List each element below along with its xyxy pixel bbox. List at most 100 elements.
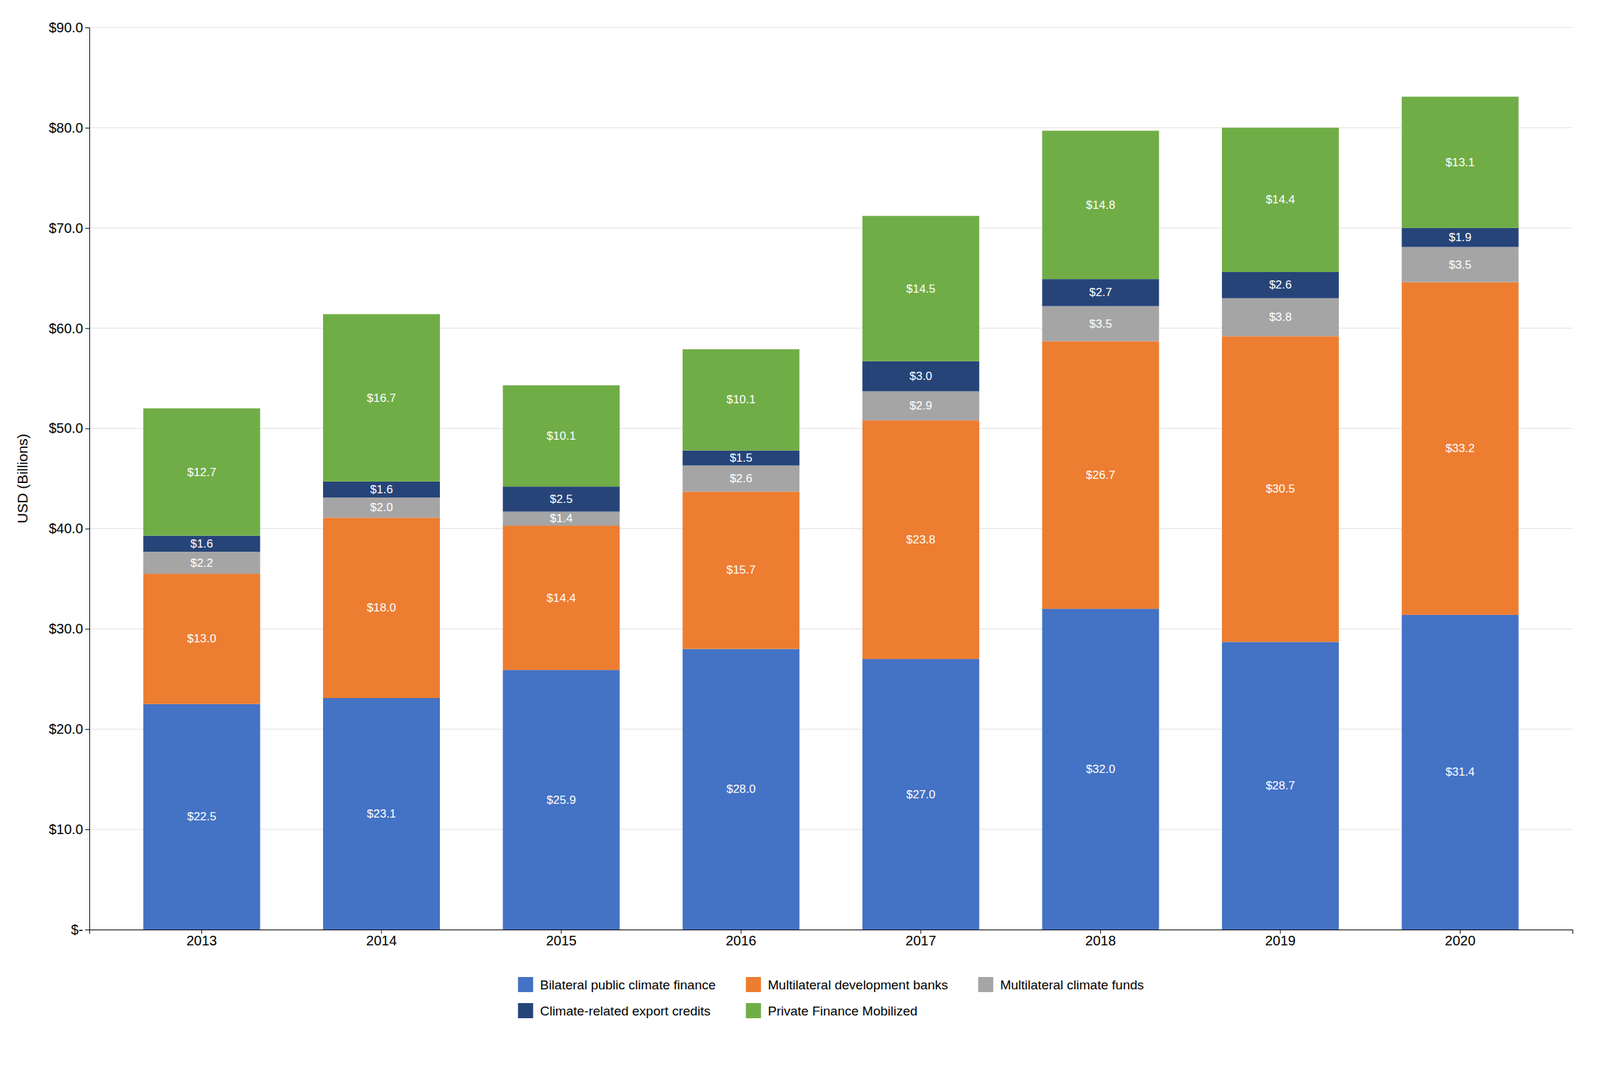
tick: 2015 (545, 929, 577, 949)
bar (1221, 272, 1339, 299)
data-label: $16.7 (367, 391, 397, 405)
data-label: $10.1 (546, 429, 576, 443)
bar (323, 481, 440, 498)
data-label: $3.0 (909, 369, 932, 383)
data-label: $33.2 (1445, 441, 1475, 455)
tick-label: $80.0 (48, 120, 84, 136)
tick-label: 2014 (366, 933, 398, 949)
tick-label: $40.0 (48, 520, 84, 537)
tick-label: $60.0 (48, 320, 84, 337)
data-label: $2.9 (909, 399, 932, 413)
bar (1402, 615, 1519, 930)
tick: $80.0 (48, 120, 90, 136)
bar (323, 497, 440, 518)
tick: $- (70, 922, 90, 938)
grid-line (89, 528, 1573, 530)
legend-swatch (518, 977, 534, 993)
bar (1041, 279, 1159, 306)
legend-label: Multilateral climate funds (1000, 978, 1144, 993)
legend-item: Private Finance Mobilized (745, 1003, 918, 1019)
data-label: $1.6 (370, 483, 394, 497)
data-label: $31.4 (1445, 765, 1475, 779)
data-label: $13.1 (1445, 156, 1475, 170)
grid-line (89, 829, 1573, 831)
bar (682, 465, 800, 493)
tick-label: 2019 (1265, 933, 1297, 949)
data-label: $10.1 (726, 393, 757, 407)
axis-line (90, 930, 1574, 935)
bar (1402, 228, 1519, 248)
data-label: $13.0 (186, 632, 217, 646)
data-label: $28.7 (1265, 779, 1296, 793)
data-label: $2.6 (1268, 278, 1292, 292)
legend-item: Multilateral development banks (745, 977, 948, 993)
bar (1402, 96, 1519, 229)
bar (323, 517, 440, 699)
grid (89, 27, 1573, 930)
data-label: $14.5 (906, 282, 937, 296)
tick-label: $10.0 (48, 821, 84, 838)
tick: 2017 (905, 929, 937, 949)
tick-label: 2017 (905, 933, 937, 949)
legend: Bilateral public climate finance Multilat… (518, 977, 1145, 1019)
data-label: $12.7 (186, 465, 217, 480)
tick-label: $20.0 (48, 721, 84, 737)
tick-mark (85, 27, 90, 29)
bar (1041, 130, 1159, 280)
bar (503, 525, 620, 671)
data-label: $1.9 (1448, 230, 1472, 244)
bar (503, 486, 620, 512)
tick: $40.0 (48, 520, 90, 537)
bar (682, 649, 800, 930)
tick-mark (85, 729, 90, 730)
tick-label: 2013 (186, 933, 218, 949)
data-label: $26.7 (1085, 468, 1116, 482)
axis-title: USD (Billions) (14, 433, 31, 524)
grid-line (89, 428, 1573, 429)
bar (142, 551, 260, 574)
bar (862, 391, 980, 421)
data-label: $18.0 (367, 601, 397, 615)
legend-swatch (745, 977, 761, 993)
data-labels: $22.5$23.1$25.9$28.0$27.0$32.0$28.7$31.4… (186, 156, 1475, 825)
legend-swatch (518, 1003, 534, 1019)
bar (1221, 127, 1339, 273)
data-label: $14.4 (1265, 193, 1296, 207)
bar (1041, 608, 1159, 930)
bar (862, 215, 980, 362)
tick: $90.0 (48, 19, 90, 36)
tick-mark (85, 428, 90, 430)
x-axis: 20132014201520162017201820192020 (90, 929, 1574, 949)
data-label: $32.0 (1085, 762, 1116, 776)
tick-label: 2015 (545, 933, 577, 949)
bar (682, 491, 800, 649)
tick-label: $70.0 (48, 220, 84, 236)
bar (1221, 641, 1339, 930)
tick: 2013 (186, 929, 218, 949)
bar (1402, 246, 1519, 282)
data-label: $3.8 (1268, 310, 1292, 324)
data-label: $2.5 (549, 492, 573, 506)
bar (862, 659, 980, 930)
data-label: $14.4 (546, 591, 576, 605)
legend-label: Multilateral development banks (767, 978, 948, 993)
data-label: $23.8 (906, 533, 937, 547)
bar (323, 314, 440, 482)
legend-swatch (745, 1003, 761, 1019)
bar (142, 704, 260, 930)
tick: $50.0 (48, 420, 90, 436)
grid-line (89, 729, 1573, 730)
legend-item: Bilateral public climate finance (518, 977, 717, 993)
data-label: $23.1 (367, 807, 397, 821)
data-label: $28.0 (726, 782, 757, 796)
grid-line (89, 327, 1573, 329)
data-label: $1.5 (729, 451, 753, 465)
tick: 2016 (725, 929, 757, 949)
tick-label: 2016 (725, 933, 757, 949)
data-label: $1.4 (549, 512, 573, 526)
data-label: $2.7 (1089, 285, 1113, 299)
tick: $20.0 (48, 721, 90, 737)
tick-label: $- (70, 922, 84, 938)
bar (862, 420, 980, 660)
data-label: $25.9 (546, 793, 576, 807)
